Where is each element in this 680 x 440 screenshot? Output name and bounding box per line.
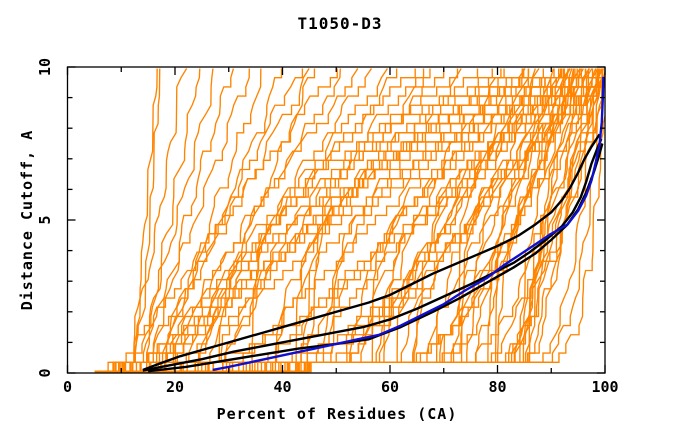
model-curve bbox=[98, 72, 605, 373]
black-curve-3 bbox=[147, 143, 604, 373]
model-curve bbox=[94, 68, 341, 373]
model-curve bbox=[96, 77, 605, 373]
black-curve-2 bbox=[142, 138, 603, 372]
model-curve bbox=[102, 68, 540, 373]
model-curve bbox=[94, 68, 214, 373]
model-curve bbox=[94, 68, 304, 373]
model-curve bbox=[97, 68, 560, 373]
model-curve bbox=[106, 68, 565, 373]
x-tick-label: 80 bbox=[488, 378, 506, 396]
model-curve bbox=[94, 68, 158, 373]
plot-frame bbox=[66, 66, 606, 374]
model-curve bbox=[108, 68, 565, 373]
model-curve bbox=[100, 68, 235, 373]
model-curve bbox=[108, 86, 605, 373]
x-tick-label: 20 bbox=[166, 378, 184, 396]
black-curve-1 bbox=[142, 133, 601, 372]
y-tick-label: 0 bbox=[36, 368, 54, 377]
model-curve bbox=[96, 68, 578, 373]
model-curve bbox=[102, 73, 605, 373]
model-curve bbox=[108, 68, 600, 373]
model-curve bbox=[103, 68, 605, 373]
chart-title: T1050-D3 bbox=[297, 14, 383, 33]
model-curve bbox=[94, 68, 188, 373]
blue-curve bbox=[212, 76, 605, 372]
model-curve bbox=[98, 108, 605, 373]
model-curve bbox=[98, 75, 605, 373]
model-curve bbox=[102, 68, 563, 373]
model-curve bbox=[97, 68, 573, 373]
model-curve bbox=[100, 68, 161, 373]
model-curve bbox=[109, 68, 605, 373]
model-curve bbox=[103, 68, 587, 373]
axis-ticks bbox=[66, 66, 606, 374]
model-curve bbox=[100, 68, 283, 373]
model-curve bbox=[102, 68, 575, 373]
model-curve bbox=[104, 68, 603, 373]
model-curve bbox=[95, 68, 479, 373]
model-curve bbox=[101, 68, 525, 373]
model-curve bbox=[101, 68, 524, 373]
y-tick-label: 5 bbox=[36, 215, 54, 224]
model-curve bbox=[100, 68, 310, 373]
x-tick-label: 40 bbox=[273, 378, 291, 396]
y-tick-label: 10 bbox=[36, 58, 54, 76]
model-curve bbox=[99, 68, 338, 373]
model-curve bbox=[108, 77, 605, 373]
y-axis-label: Distance Cutoff, A bbox=[18, 129, 36, 311]
x-tick-label: 60 bbox=[381, 378, 399, 396]
model-curve bbox=[94, 68, 250, 373]
model-curve bbox=[102, 68, 569, 373]
model-curve bbox=[101, 68, 526, 373]
x-tick-label: 0 bbox=[63, 378, 72, 396]
model-curve bbox=[103, 68, 581, 373]
model-curve bbox=[96, 68, 530, 373]
model-curve bbox=[95, 68, 523, 373]
x-axis-label: Percent of Residues (CA) bbox=[216, 405, 458, 423]
x-tick-label: 100 bbox=[591, 378, 618, 396]
model-curve bbox=[103, 68, 591, 373]
model-curve bbox=[101, 68, 576, 373]
model-curve bbox=[105, 68, 359, 373]
model-curve bbox=[104, 70, 605, 373]
curves-layer bbox=[94, 68, 605, 373]
